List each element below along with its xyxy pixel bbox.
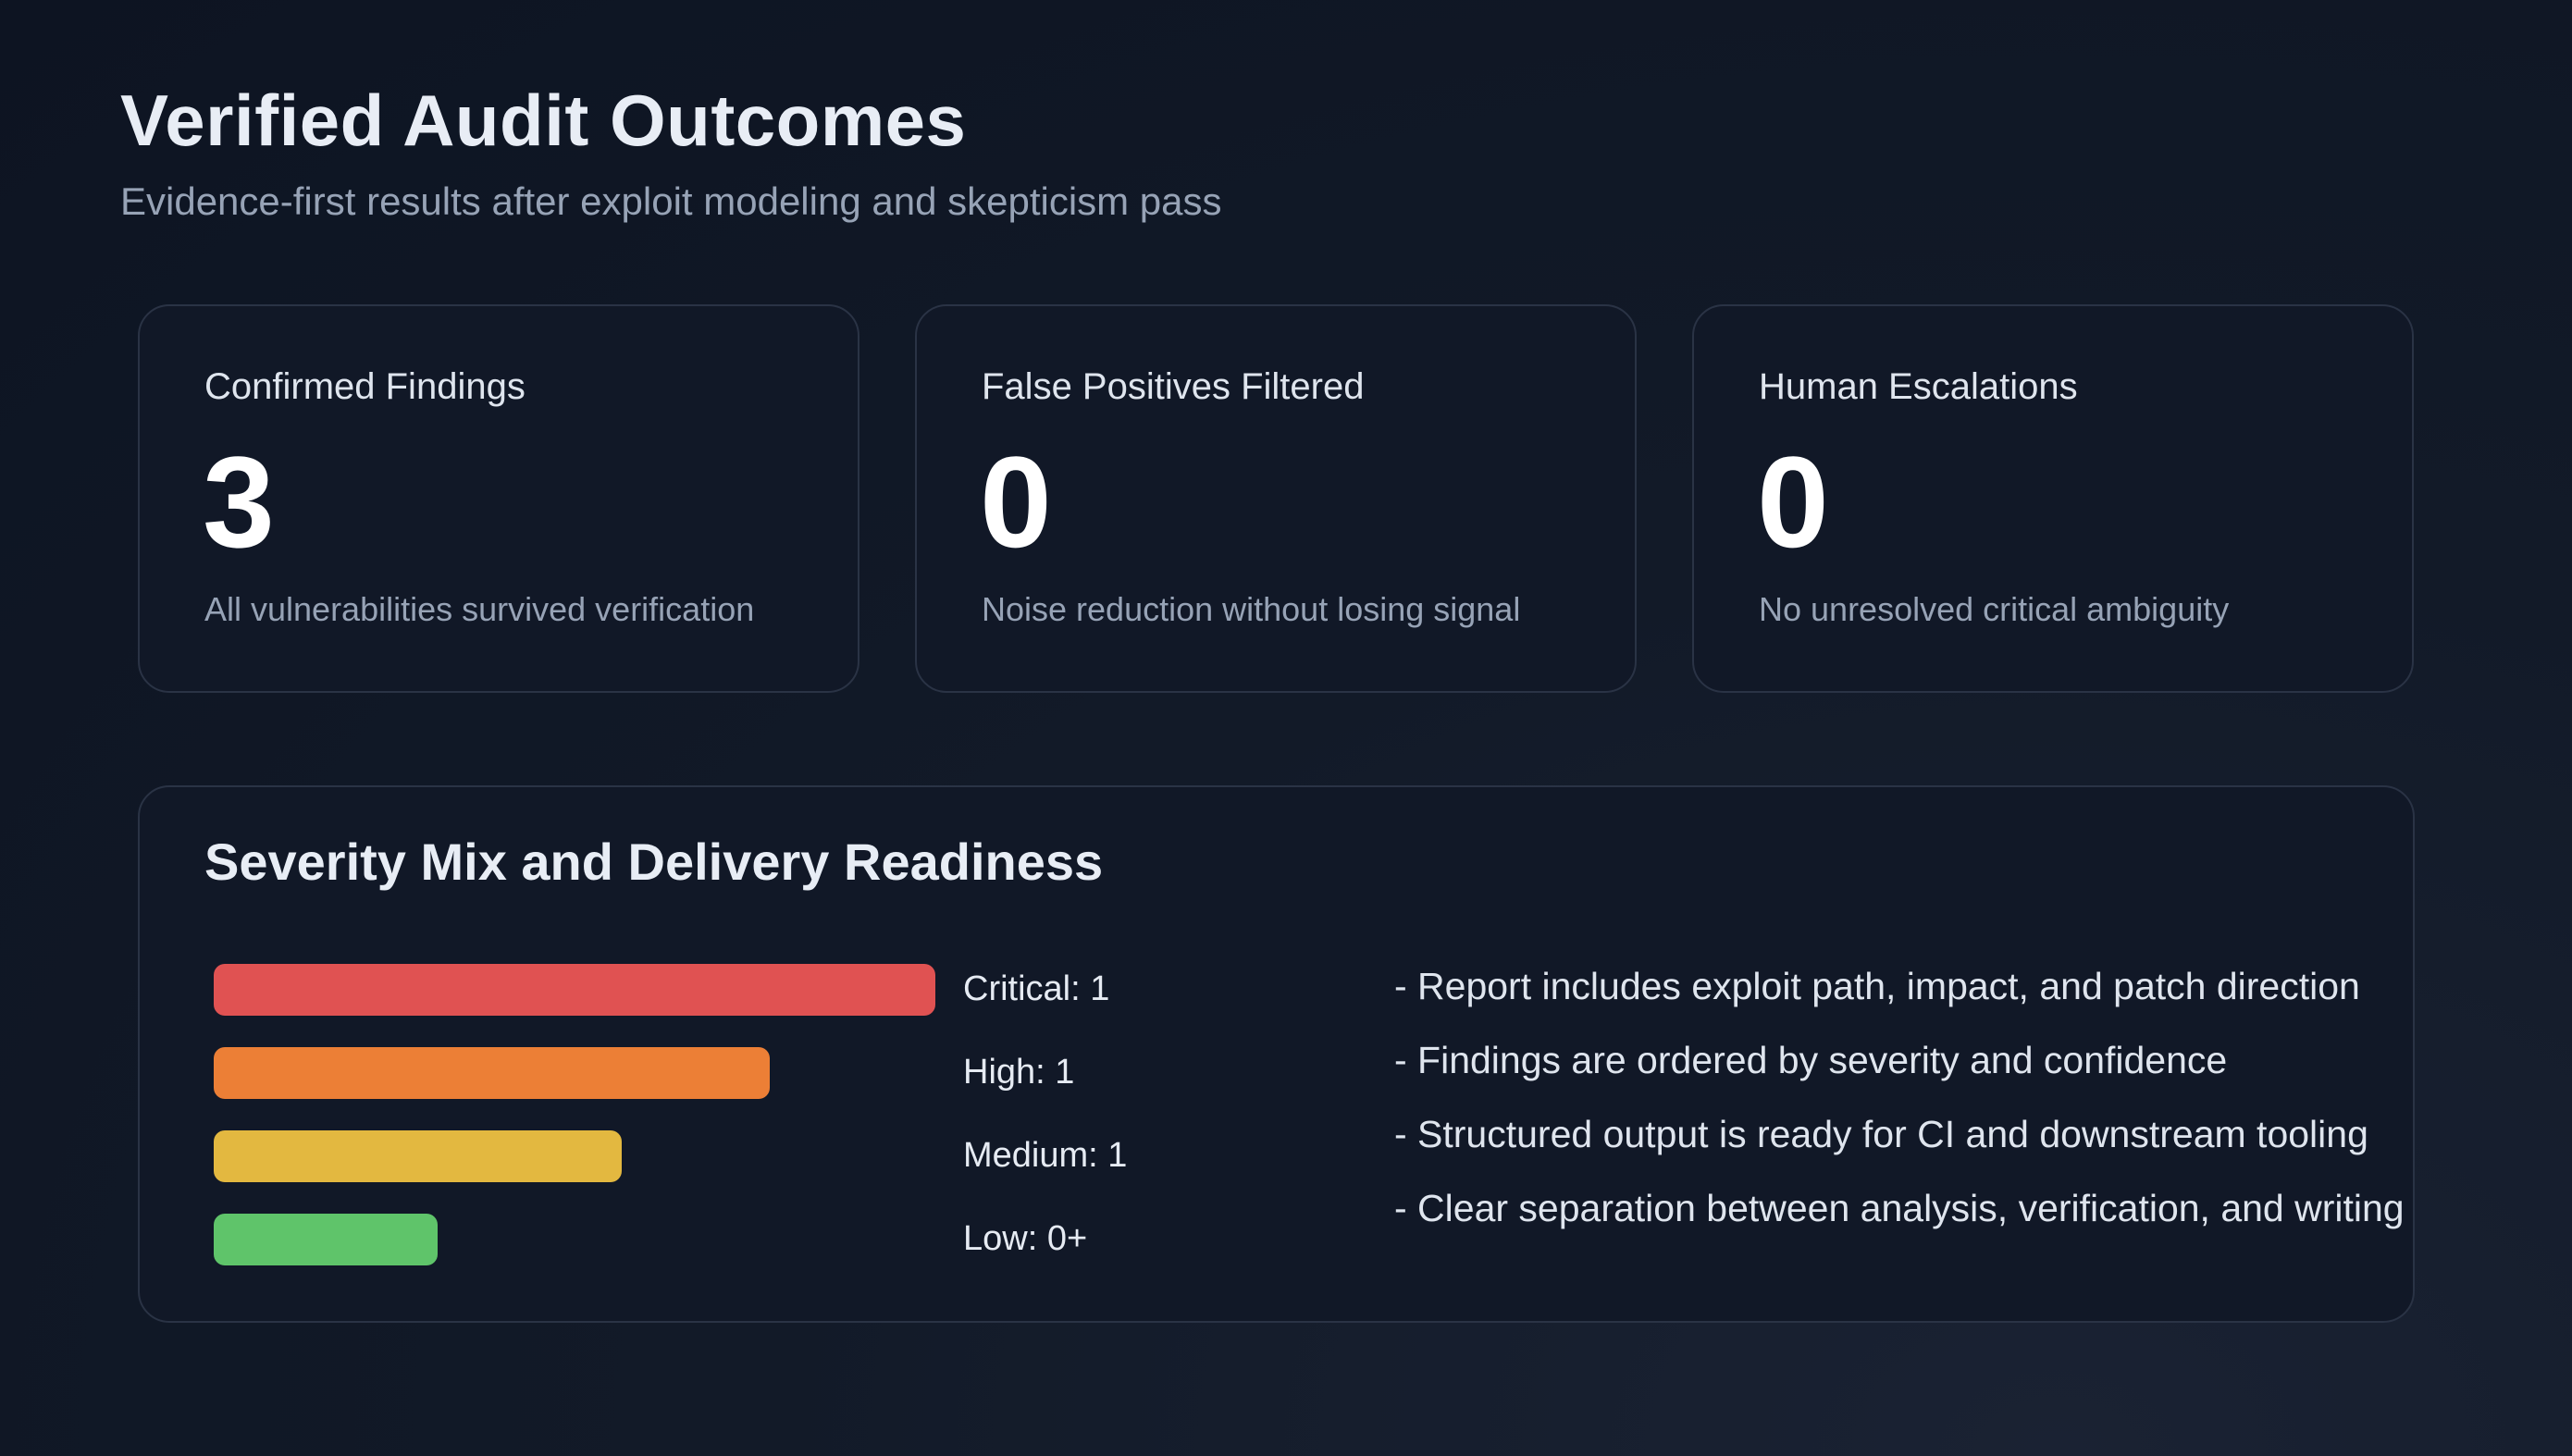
stat-card-human-escalations: Human Escalations 0 No unresolved critic… [1692, 304, 2414, 693]
severity-label-high: High: 1 [963, 1053, 1075, 1092]
severity-label-medium: Medium: 1 [963, 1136, 1128, 1175]
severity-label-low: Low: 0+ [963, 1219, 1088, 1258]
readiness-notes: - Report includes exploit path, impact, … [1394, 960, 2560, 1256]
severity-bar-critical [214, 964, 935, 1016]
severity-bar-high [214, 1047, 770, 1099]
severity-bar-medium [214, 1130, 622, 1182]
stat-label: False Positives Filtered [982, 366, 1365, 407]
stat-label: Human Escalations [1759, 366, 2078, 407]
stat-description: All vulnerabilities survived verificatio… [204, 590, 755, 628]
readiness-note: - Findings are ordered by severity and c… [1394, 1039, 2228, 1081]
stat-description: No unresolved critical ambiguity [1759, 590, 2230, 628]
stat-card-false-positives: False Positives Filtered 0 Noise reducti… [915, 304, 1637, 693]
severity-panel: Severity Mix and Delivery Readiness Crit… [138, 785, 2415, 1323]
page-title: Verified Audit Outcomes [120, 80, 967, 161]
readiness-note: - Clear separation between analysis, ver… [1394, 1187, 2405, 1229]
stat-value: 0 [980, 429, 1052, 574]
severity-bar-low [214, 1214, 438, 1265]
stat-label: Confirmed Findings [204, 366, 526, 407]
page-subtitle: Evidence-first results after exploit mod… [120, 179, 1222, 223]
stat-value: 0 [1757, 429, 1829, 574]
severity-label-critical: Critical: 1 [963, 969, 1110, 1008]
readiness-note: - Structured output is ready for CI and … [1394, 1113, 2368, 1155]
severity-panel-title: Severity Mix and Delivery Readiness [204, 833, 1104, 891]
readiness-note: - Report includes exploit path, impact, … [1394, 965, 2360, 1007]
stat-description: Noise reduction without losing signal [982, 590, 1521, 628]
stat-value: 3 [203, 429, 275, 574]
stat-card-confirmed-findings: Confirmed Findings 3 All vulnerabilities… [138, 304, 859, 693]
